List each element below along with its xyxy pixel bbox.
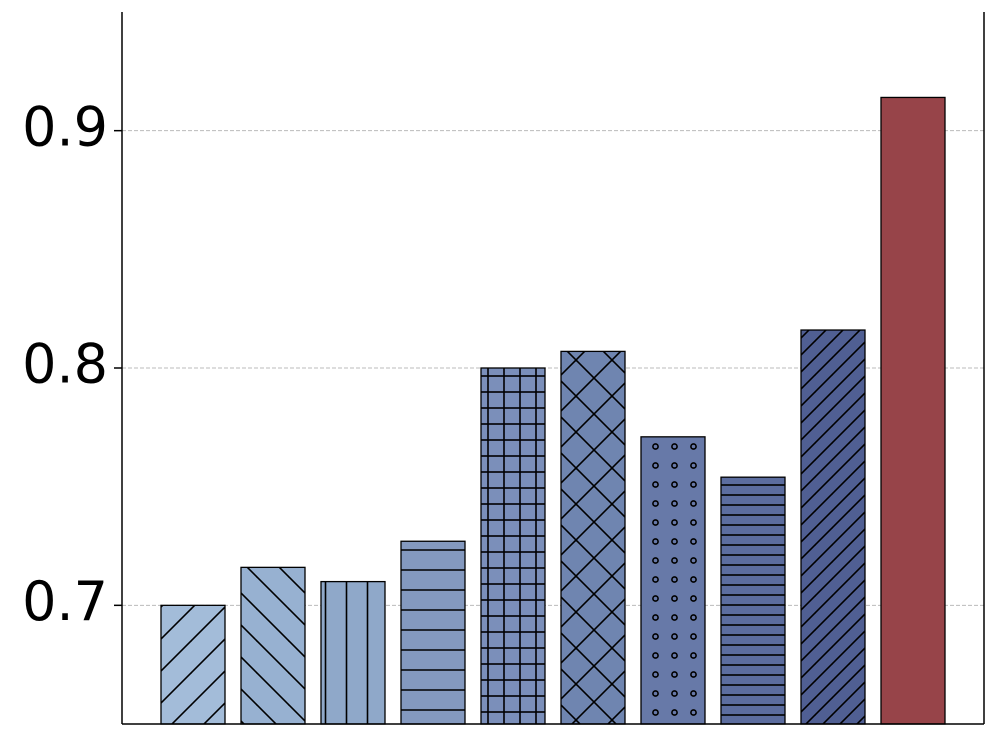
- y-tick-label: 0.8: [22, 333, 108, 396]
- y-tick-label: 0.7: [22, 570, 108, 633]
- bar: [240, 566, 306, 725]
- bar: [800, 329, 866, 725]
- bar: [320, 580, 386, 725]
- y-tick-label: 0.9: [22, 95, 108, 158]
- bar: [880, 96, 946, 725]
- bar: [160, 604, 226, 725]
- bar: [720, 476, 786, 725]
- bar: [480, 367, 546, 725]
- bar: [400, 540, 466, 725]
- bar: [560, 350, 626, 725]
- bar: [640, 436, 706, 725]
